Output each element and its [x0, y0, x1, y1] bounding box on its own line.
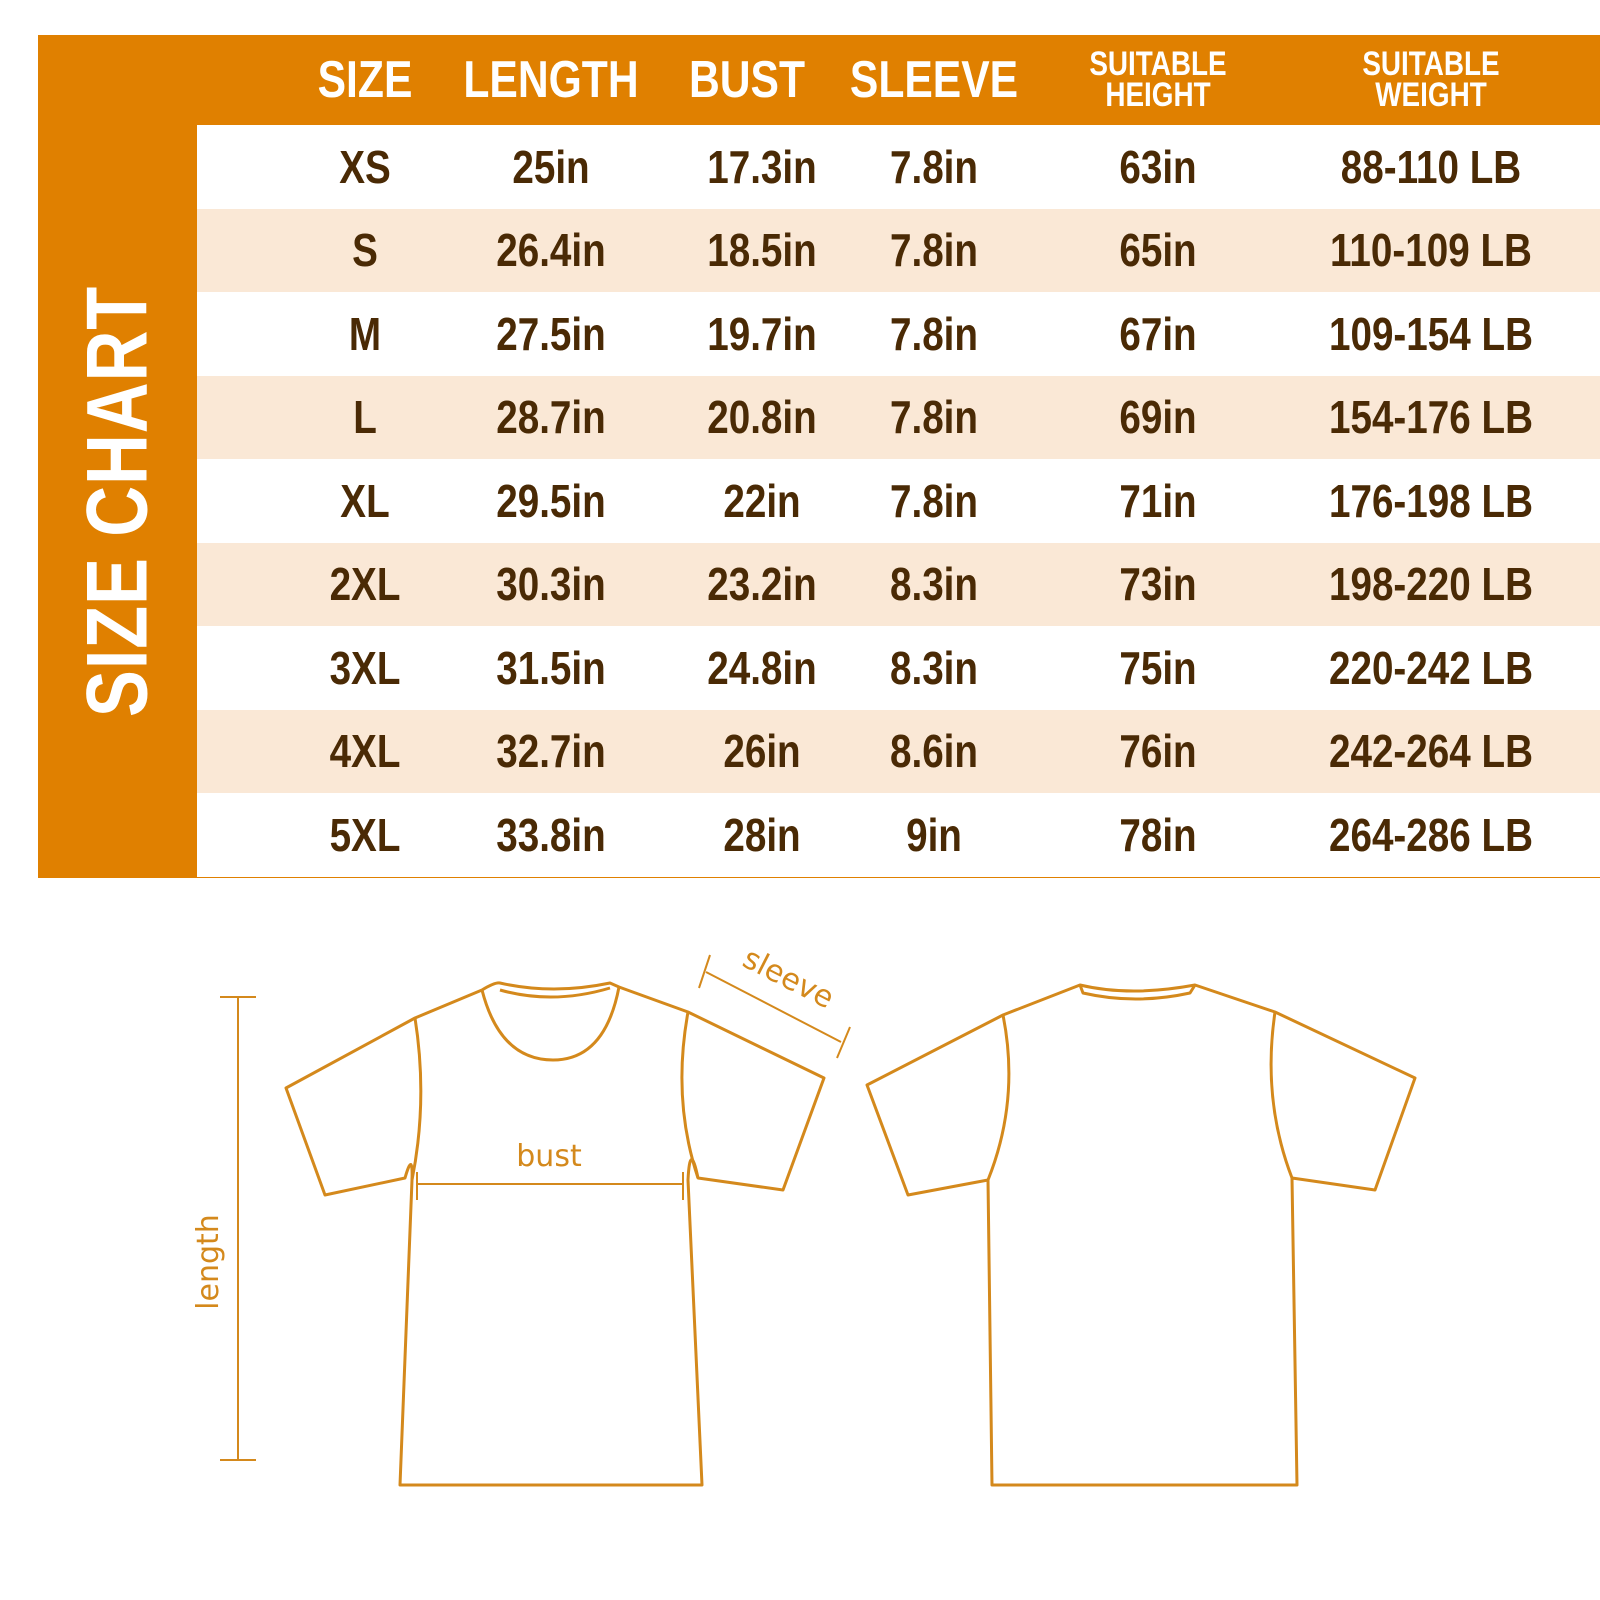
back-sleeve-seam-left: [986, 1014, 1011, 1181]
header-sleeve: SLEEVE: [849, 51, 1019, 109]
tshirt-diagram: bust length sleeve: [191, 941, 1417, 1487]
table-row: 5XL 33.8in 28in 9in 78in 264-286 LB: [197, 793, 1600, 877]
cell-suitable-height: 73in: [1119, 558, 1197, 611]
table-row: 3XL 31.5in 24.8in 8.3in 75in 220-242 LB: [197, 626, 1600, 710]
cell-bust: 17.3in: [707, 140, 817, 193]
cell-size: L: [353, 391, 377, 444]
header-line: SUITABLE: [1089, 45, 1227, 83]
cell-length: 30.3in: [496, 558, 606, 611]
cell-suitable-weight: 176-198 LB: [1328, 474, 1534, 527]
cell-bust: 24.8in: [707, 641, 817, 694]
cell-sleeve: 8.3in: [889, 641, 979, 694]
cell-sleeve: 7.8in: [889, 307, 979, 360]
cell-size: 5XL: [329, 808, 401, 861]
cell-bust: 23.2in: [707, 558, 817, 611]
cell-suitable-weight: 264-286 LB: [1328, 808, 1534, 861]
cell-bust: 19.7in: [707, 307, 817, 360]
table-header: SIZE LENGTH BUST SLEEVE SUITABLE HEIGHT …: [0, 35, 1600, 125]
header-line: HEIGHT: [1105, 76, 1211, 114]
cell-size: XL: [340, 474, 390, 527]
cell-length: 27.5in: [496, 307, 606, 360]
cell-suitable-height: 67in: [1119, 307, 1197, 360]
cell-size: M: [348, 307, 382, 360]
cell-sleeve: 8.3in: [889, 558, 979, 611]
front-collar: [480, 986, 621, 1062]
cell-suitable-weight: 154-176 LB: [1328, 391, 1534, 444]
cell-sleeve: 9in: [906, 808, 962, 861]
table-row: L 28.7in 20.8in 7.8in 69in 154-176 LB: [197, 375, 1600, 459]
cell-suitable-height: 69in: [1119, 391, 1197, 444]
header-length: LENGTH: [463, 51, 639, 109]
table-row: XS 25in 17.3in 7.8in 63in 88-110 LB: [197, 125, 1600, 209]
table-row: S 26.4in 18.5in 7.8in 65in 110-109 LB: [197, 208, 1600, 292]
size-chart-title: SIZE CHART: [69, 285, 165, 718]
header-suitable-height: SUITABLE HEIGHT: [1076, 35, 1240, 125]
cell-suitable-weight: 242-264 LB: [1328, 725, 1534, 778]
cell-suitable-weight: 88-110 LB: [1340, 140, 1522, 193]
cell-size: S: [352, 224, 378, 277]
cell-suitable-height: 65in: [1119, 224, 1197, 277]
cell-bust: 22in: [723, 474, 801, 527]
back-collar: [1078, 984, 1197, 1001]
cell-suitable-weight: 109-154 LB: [1328, 307, 1534, 360]
cell-length: 28.7in: [496, 391, 606, 444]
cell-suitable-weight: 198-220 LB: [1328, 558, 1534, 611]
sleeve-measure-line: [705, 971, 842, 1043]
cell-size: XS: [339, 140, 391, 193]
cell-suitable-height: 78in: [1119, 808, 1197, 861]
cell-size: 3XL: [329, 641, 401, 694]
cell-length: 29.5in: [496, 474, 606, 527]
cell-bust: 28in: [723, 808, 801, 861]
cell-size: 2XL: [329, 558, 401, 611]
table-row: 4XL 32.7in 26in 8.6in 76in 242-264 LB: [197, 709, 1600, 793]
sleeve-measure-cap: [836, 1026, 851, 1059]
header-size: SIZE: [317, 51, 413, 109]
cell-length: 31.5in: [496, 641, 606, 694]
cell-suitable-weight: 110-109 LB: [1330, 224, 1532, 277]
cell-suitable-height: 71in: [1119, 474, 1197, 527]
back-sleeve-seam-right: [1269, 1011, 1294, 1179]
length-label: length: [191, 1214, 226, 1310]
table-row: M 27.5in 19.7in 7.8in 67in 109-154 LB: [197, 292, 1600, 376]
cell-size: 4XL: [329, 725, 401, 778]
front-sleeve-seam-right: [680, 1011, 700, 1179]
cell-bust: 20.8in: [707, 391, 817, 444]
cell-sleeve: 7.8in: [889, 140, 979, 193]
cell-length: 25in: [512, 140, 590, 193]
cell-sleeve: 7.8in: [889, 391, 979, 444]
cell-suitable-height: 75in: [1119, 641, 1197, 694]
sleeve-label: sleeve: [737, 941, 839, 1016]
size-chart-title-panel: SIZE CHART: [38, 125, 197, 878]
sleeve-measure-cap: [698, 954, 711, 989]
cell-bust: 26in: [723, 725, 801, 778]
front-tshirt-outline: [284, 981, 826, 1487]
front-collar-inner: [499, 986, 611, 999]
bust-label: bust: [516, 1139, 582, 1174]
cell-suitable-height: 63in: [1119, 140, 1197, 193]
cell-sleeve: 8.6in: [889, 725, 979, 778]
back-tshirt-outline: [865, 983, 1417, 1487]
cell-sleeve: 7.8in: [889, 224, 979, 277]
header-suitable-weight: SUITABLE WEIGHT: [1349, 35, 1513, 125]
cell-length: 32.7in: [496, 725, 606, 778]
cell-suitable-height: 76in: [1119, 725, 1197, 778]
cell-length: 26.4in: [496, 224, 606, 277]
front-sleeve-seam-left: [410, 1017, 423, 1181]
header-line: SUITABLE: [1362, 45, 1500, 83]
header-bust: BUST: [688, 51, 806, 109]
cell-bust: 18.5in: [707, 224, 817, 277]
table-row: 2XL 30.3in 23.2in 8.3in 73in 198-220 LB: [197, 542, 1600, 626]
cell-sleeve: 7.8in: [889, 474, 979, 527]
table-row: XL 29.5in 22in 7.8in 71in 176-198 LB: [197, 459, 1600, 543]
cell-length: 33.8in: [496, 808, 606, 861]
header-line: WEIGHT: [1375, 76, 1487, 114]
cell-suitable-weight: 220-242 LB: [1328, 641, 1534, 694]
